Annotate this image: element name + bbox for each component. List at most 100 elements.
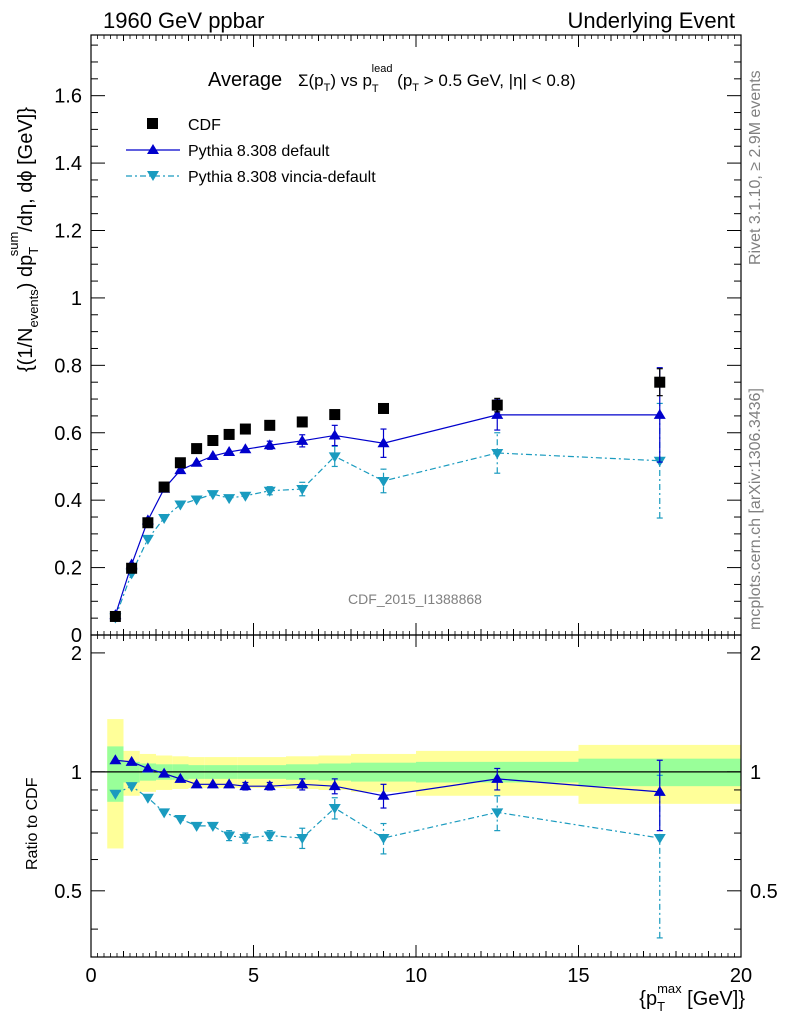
cdf-point (491, 399, 503, 411)
ratio-pythia-point (328, 780, 341, 791)
ratio-y-tick-label: 2 (71, 643, 82, 665)
ratio-vincia-point (223, 831, 236, 842)
ratio-y-tick-label-right: 0.5 (750, 881, 778, 903)
pythia-point (239, 443, 252, 454)
y-tick-label: 1 (71, 288, 82, 310)
pythia-point (491, 408, 504, 419)
y-tick-label: 1.6 (54, 86, 82, 108)
vincia-point (491, 448, 504, 459)
pythia-point (206, 450, 219, 461)
plot-title: Average (208, 69, 282, 91)
plot-title-b-sub: T (324, 82, 331, 94)
main-panel: 0 0.2 0.4 0.6 0.8 1 1.2 1.4 1.6 (54, 34, 742, 957)
ratio-vincia-point (158, 808, 171, 819)
header-left: 1960 GeV ppbar (103, 8, 264, 33)
ratio-pythia-point (377, 789, 390, 800)
ratio-pythia-point (263, 780, 276, 791)
cdf-point (239, 423, 251, 435)
cdf-point (158, 481, 170, 493)
vincia-point (141, 534, 154, 545)
ratio-vincia-point (239, 834, 252, 845)
pythia-point (190, 456, 203, 467)
ratio-vincia-point (296, 834, 309, 845)
vincia-point (206, 490, 219, 501)
analysis-watermark: CDF_2015_I1388868 (348, 591, 482, 607)
cdf-point (378, 402, 389, 414)
cdf-point (207, 435, 219, 447)
vincia-point (263, 486, 276, 497)
ratio-vincia-point (653, 834, 666, 845)
pythia-point (328, 429, 341, 440)
legend-pythia-label: Pythia 8.308 default (188, 143, 330, 160)
ratio-pythia-point (206, 778, 219, 789)
ratio-vincia-point (263, 831, 276, 842)
ratio-vincia-point (141, 793, 154, 804)
plot-title-d-sub: T (412, 82, 419, 94)
y-tick-label: 0.2 (54, 558, 82, 580)
ratio-vincia-point (190, 821, 203, 832)
vincia-point (377, 476, 390, 487)
y-tick-label: 1.2 (54, 221, 82, 243)
y-axis-label-main: {(1/Nevents) dpTsum/dη, dϕ [GeV]} (6, 107, 41, 372)
ratio-vincia-point (109, 789, 122, 800)
pythia-point (653, 408, 666, 419)
ratio-pythia-point (158, 767, 171, 778)
ratio-pythia-point (190, 778, 203, 789)
ratio-pythia-point (174, 772, 187, 783)
legend-vincia-label: Pythia 8.308 vincia-default (188, 169, 376, 186)
vincia-point (174, 500, 187, 511)
pythia-point (223, 445, 236, 456)
rivet-label: Rivet 3.1.10, ≥ 2.9M events (747, 70, 764, 265)
plot-title-c: ) vs p (330, 71, 372, 90)
cdf-point (329, 409, 341, 421)
legend-cdf-label: CDF (188, 117, 221, 134)
legend: CDF Pythia 8.308 default Pythia 8.308 vi… (126, 117, 376, 186)
legend-pythia-marker (147, 144, 159, 154)
y-tick-label: 0 (71, 625, 82, 647)
legend-cdf-marker (147, 118, 158, 129)
plot-title-rest: Σ(pT) vs pTlead (pT > 0.5 GeV, |η| < 0.8… (298, 63, 576, 95)
y-axis-label-ratio: Ratio to CDF (24, 777, 41, 870)
cdf-point (142, 517, 154, 529)
ratio-vincia-point (206, 821, 219, 832)
x-axis-label: {pTmax [GeV]} (639, 981, 745, 1014)
ratio-pythia-point (223, 778, 236, 789)
x-tick-label: 20 (730, 965, 752, 987)
cdf-point (109, 610, 121, 622)
ratio-pythia-point (653, 785, 666, 796)
vincia-point (223, 494, 236, 505)
cdf-point (126, 562, 138, 574)
y-tick-label: 1.4 (54, 153, 82, 175)
ratio-y-tick-label: 0.5 (54, 881, 82, 903)
header-right: Underlying Event (567, 8, 735, 33)
cdf-point (174, 457, 186, 469)
x-tick-label: 5 (248, 965, 259, 987)
ratio-vincia-point (328, 804, 341, 815)
vincia-point (296, 485, 309, 496)
ratio-pythia-point (125, 755, 138, 766)
ratio-pythia-point (141, 762, 154, 773)
ratio-vincia-point (125, 782, 138, 793)
mcplots-label: mcplots.cern.ch [arXiv:1306.3436] (747, 388, 764, 630)
y-tick-label: 0.8 (54, 355, 82, 377)
ratio-y-tick-label-right: 1 (750, 762, 761, 784)
ratio-pythia-point (491, 772, 504, 783)
x-tick-label: 15 (567, 965, 589, 987)
plot-title-a: Average (208, 69, 282, 91)
ratio-panel: 0 5 10 15 20 0.5 0.5 1 1 2 2 (54, 634, 778, 987)
ratio-vincia-point (377, 834, 390, 845)
ratio-pythia-point (296, 778, 309, 789)
vincia-point (190, 495, 203, 506)
ratio-frame (90, 634, 742, 958)
plot-title-c-sup: lead (372, 63, 393, 75)
ratio-pythia-point (109, 754, 122, 765)
cdf-point (654, 376, 666, 388)
y-tick-label: 0.4 (54, 490, 82, 512)
x-tick-label: 10 (405, 965, 427, 987)
plot-title-e: > 0.5 GeV, |η| < 0.8) (419, 71, 576, 90)
vincia-point (328, 452, 341, 463)
vincia-point (239, 491, 252, 502)
pythia-point (377, 437, 390, 448)
pythia-point (296, 434, 309, 445)
ratio-y-tick-label-right: 2 (750, 643, 761, 665)
